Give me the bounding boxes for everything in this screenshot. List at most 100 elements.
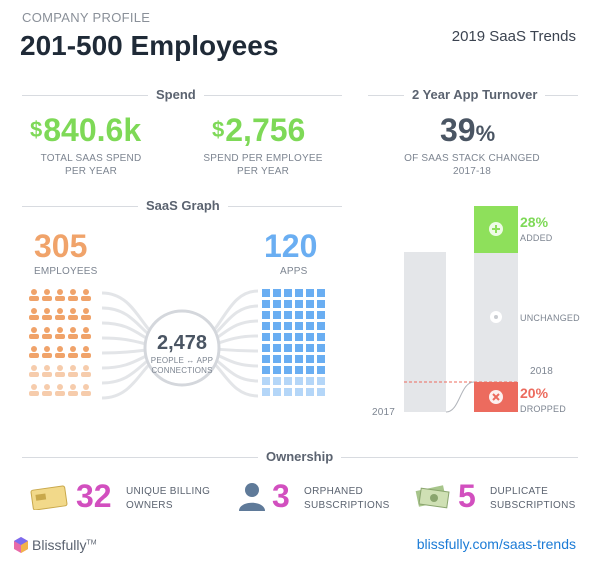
caption-line: PEOPLE ↔ APP [150, 356, 214, 365]
saas-trends-link[interactable]: blissfully.com/saas-trends [416, 536, 576, 552]
app-square [284, 333, 292, 341]
app-square [284, 300, 292, 308]
app-square [306, 300, 314, 308]
app-square [262, 388, 270, 396]
app-square [306, 311, 314, 319]
app-square [273, 311, 281, 319]
dropped-label: DROPPED [520, 404, 566, 414]
connections-circle [143, 309, 221, 387]
plus-icon-glyph [492, 225, 500, 233]
app-square [284, 311, 292, 319]
app-square [306, 289, 314, 297]
stack-change-chart [404, 206, 518, 413]
spend-per-employee-value: $2,756 [212, 112, 305, 149]
app-square [262, 366, 270, 374]
app-square [317, 388, 325, 396]
trademark: TM [86, 539, 97, 547]
report-title: 2019 SaaS Trends [451, 28, 576, 45]
spend-section-label: Spend [148, 87, 204, 102]
x-icon-glyph [492, 393, 500, 401]
person-icon [29, 346, 39, 358]
person-icon [55, 327, 65, 339]
app-square [262, 344, 270, 352]
person-icon [81, 384, 91, 396]
duplicate-count: 5 [458, 478, 476, 514]
added-percent: 28% [520, 214, 549, 230]
bar-2017 [404, 252, 446, 412]
app-square [262, 311, 270, 319]
person-icon [81, 346, 91, 358]
owner-line: SUBSCRIPTIONS [490, 500, 576, 511]
person-silhouette-icon [239, 483, 265, 511]
app-square [284, 388, 292, 396]
orphaned-label: ORPHANED SUBSCRIPTIONS [304, 485, 390, 513]
added-label: ADDED [520, 233, 553, 243]
caption-line: OF SAAS STACK CHANGED [404, 153, 540, 164]
caption-line: PER YEAR [65, 166, 117, 177]
apps-grid [262, 289, 325, 396]
app-square [295, 355, 303, 363]
currency-symbol: $ [212, 117, 225, 142]
person-icon [42, 327, 52, 339]
person-icon [81, 365, 91, 377]
brand-name: BlissfullyTM [32, 537, 97, 553]
caption-line: SPEND PER EMPLOYEE [203, 153, 323, 164]
person-icon [29, 289, 39, 301]
year-2018-label: 2018 [530, 366, 554, 377]
person-icon [42, 346, 52, 358]
app-square [317, 333, 325, 341]
person-icon [68, 346, 78, 358]
owner-line: SUBSCRIPTIONS [304, 500, 390, 511]
app-square [317, 377, 325, 385]
app-square [273, 388, 281, 396]
caption-line: TOTAL SAAS SPEND [40, 153, 142, 164]
app-square [295, 333, 303, 341]
saas-graph-section-label: SaaS Graph [138, 198, 228, 213]
app-square [262, 355, 270, 363]
app-square [262, 322, 270, 330]
person-icon [55, 289, 65, 301]
app-square [273, 322, 281, 330]
app-square [317, 311, 325, 319]
person-icon [29, 365, 39, 377]
year-2017-label: 2017 [372, 407, 396, 418]
apps-label: APPS [280, 266, 308, 277]
app-square [295, 366, 303, 374]
app-square [273, 333, 281, 341]
app-square [284, 289, 292, 297]
saas-graph-visual [29, 289, 325, 400]
company-profile-eyebrow: COMPANY PROFILE [22, 10, 151, 25]
caption-line: PER YEAR [237, 166, 289, 177]
billing-owners-count: 32 [76, 478, 112, 514]
app-square [295, 377, 303, 385]
app-square [262, 300, 270, 308]
billing-owners-label: UNIQUE BILLING OWNERS [126, 485, 210, 513]
app-square [284, 355, 292, 363]
connector-curve [445, 381, 475, 413]
percent-sign: % [475, 121, 496, 146]
turnover-section-label: 2 Year App Turnover [404, 87, 546, 102]
app-square [273, 355, 281, 363]
person-icon [55, 365, 65, 377]
duplicate-label: DUPLICATE SUBSCRIPTIONS [490, 485, 576, 513]
brand-text: Blissfully [32, 537, 87, 553]
caption-line: CONNECTIONS [151, 366, 213, 375]
owner-line: UNIQUE BILLING [126, 486, 211, 497]
blissfully-logo-icon [14, 537, 28, 553]
person-icon [81, 308, 91, 320]
person-icon [81, 289, 91, 301]
person-icon [42, 384, 52, 396]
app-square [317, 322, 325, 330]
app-square [295, 289, 303, 297]
person-icon [42, 365, 52, 377]
per-employee-number: 2,756 [225, 112, 306, 148]
connections-caption: PEOPLE ↔ APP CONNECTIONS [142, 356, 222, 376]
app-square [273, 300, 281, 308]
owner-line: ORPHANED [304, 486, 364, 497]
app-square [284, 344, 292, 352]
app-square [306, 322, 314, 330]
person-icon [68, 365, 78, 377]
dropped-percent: 20% [520, 385, 549, 401]
connections-count: 2,478 [156, 332, 208, 354]
app-square [295, 300, 303, 308]
